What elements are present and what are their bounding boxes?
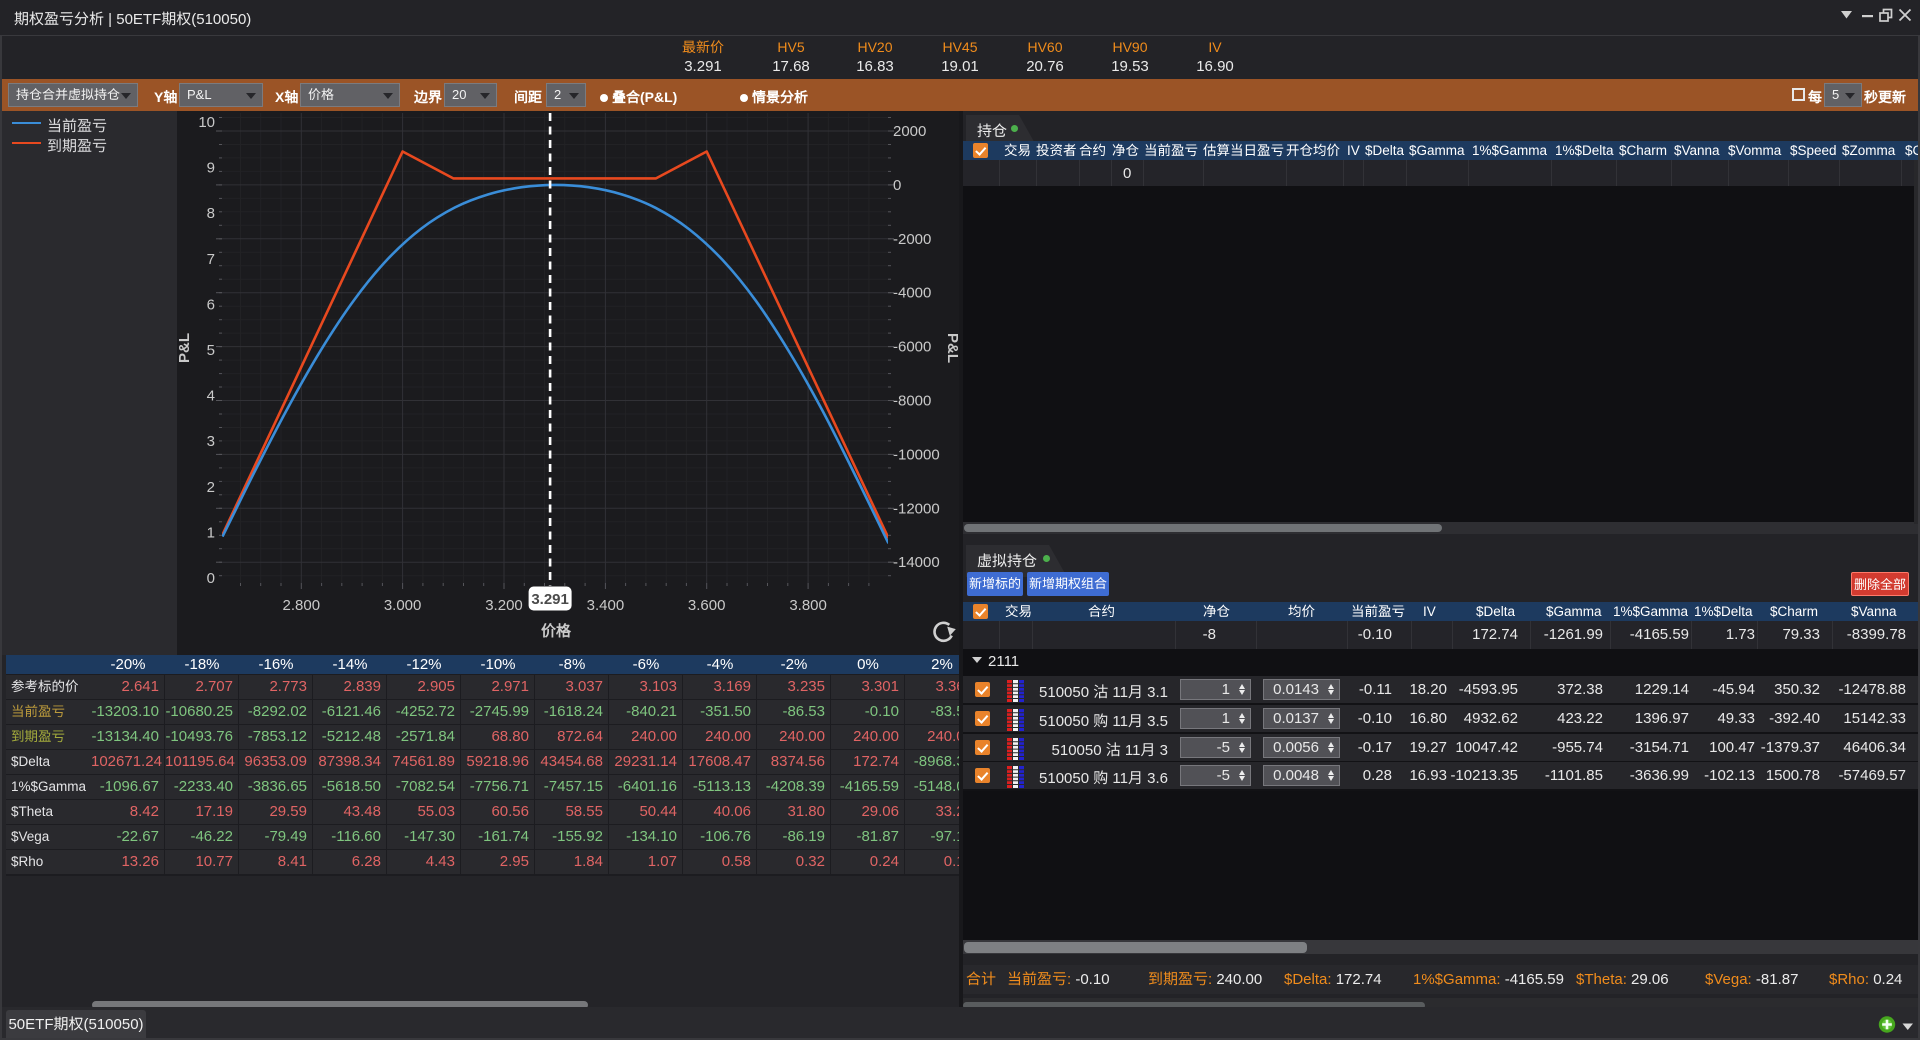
svg-text:3: 3 — [207, 433, 215, 450]
svg-text:P&L: P&L — [177, 333, 193, 363]
svg-text:2.800: 2.800 — [283, 597, 321, 614]
svg-text:-12000: -12000 — [893, 500, 940, 517]
svg-text:-2000: -2000 — [893, 231, 931, 248]
svg-text:1: 1 — [207, 524, 215, 541]
svg-text:-4000: -4000 — [893, 285, 931, 302]
svg-text:3.400: 3.400 — [587, 597, 625, 614]
svg-text:-14000: -14000 — [893, 554, 940, 571]
svg-text:8: 8 — [207, 205, 215, 222]
svg-text:3.000: 3.000 — [384, 597, 422, 614]
svg-text:3.291: 3.291 — [531, 591, 569, 608]
svg-text:3.600: 3.600 — [688, 597, 726, 614]
svg-text:6: 6 — [207, 296, 215, 313]
svg-text:-8000: -8000 — [893, 393, 931, 410]
svg-text:0: 0 — [893, 177, 901, 194]
svg-text:0: 0 — [207, 570, 215, 587]
svg-text:4: 4 — [207, 388, 215, 405]
svg-text:7: 7 — [207, 251, 215, 268]
svg-text:10: 10 — [198, 114, 215, 131]
svg-text:2000: 2000 — [893, 123, 926, 140]
svg-text:3.800: 3.800 — [789, 597, 827, 614]
svg-text:2: 2 — [207, 479, 215, 496]
svg-text:P&L: P&L — [944, 333, 960, 363]
svg-text:3.200: 3.200 — [485, 597, 523, 614]
svg-text:5: 5 — [207, 342, 215, 359]
svg-text:-6000: -6000 — [893, 339, 931, 356]
svg-text:-10000: -10000 — [893, 446, 940, 463]
svg-text:价格: 价格 — [541, 623, 572, 640]
svg-text:9: 9 — [207, 160, 215, 177]
